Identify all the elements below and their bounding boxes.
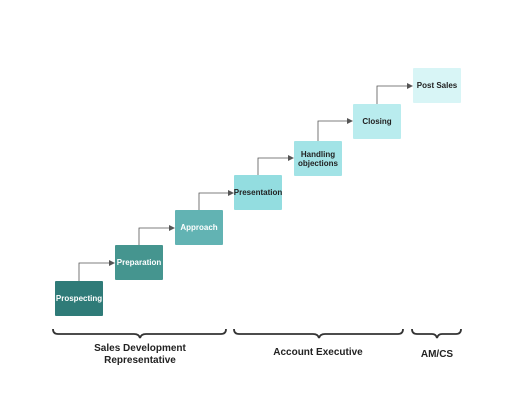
connector-2-3 [138, 225, 175, 245]
brace-amcs [411, 328, 462, 339]
role-am-cs: AM/CS [411, 349, 463, 361]
role-label: Account Executive [273, 347, 363, 358]
connector-3-4 [198, 190, 234, 210]
step-label: Handling objections [297, 149, 338, 168]
brace-ae [233, 328, 404, 339]
step-label: Closing [362, 117, 392, 126]
step-closing: Closing [353, 104, 401, 139]
role-label-line1: Sales Development [94, 343, 186, 354]
role-label-line2: Representative [104, 355, 176, 366]
connector-4-5 [257, 155, 294, 175]
role-sales-development-representative: Sales Development Representative [54, 343, 226, 367]
step-label: Presentation [233, 188, 283, 197]
step-post-sales: Post Sales [413, 68, 461, 103]
step-label: Preparation [116, 258, 162, 267]
step-label: Approach [180, 223, 218, 232]
step-presentation: Presentation [234, 175, 282, 210]
step-prospecting: Prospecting [55, 281, 103, 316]
role-account-executive: Account Executive [233, 347, 403, 359]
step-label: Post Sales [416, 81, 458, 90]
connector-5-6 [317, 118, 353, 141]
step-handling-objections: Handling objections [294, 141, 342, 176]
connector-1-2 [78, 260, 115, 281]
role-label: AM/CS [420, 349, 454, 360]
step-approach: Approach [175, 210, 223, 245]
connector-6-7 [376, 83, 413, 104]
step-preparation: Preparation [115, 245, 163, 280]
step-label: Prospecting [55, 294, 103, 303]
brace-sdr [52, 328, 227, 339]
